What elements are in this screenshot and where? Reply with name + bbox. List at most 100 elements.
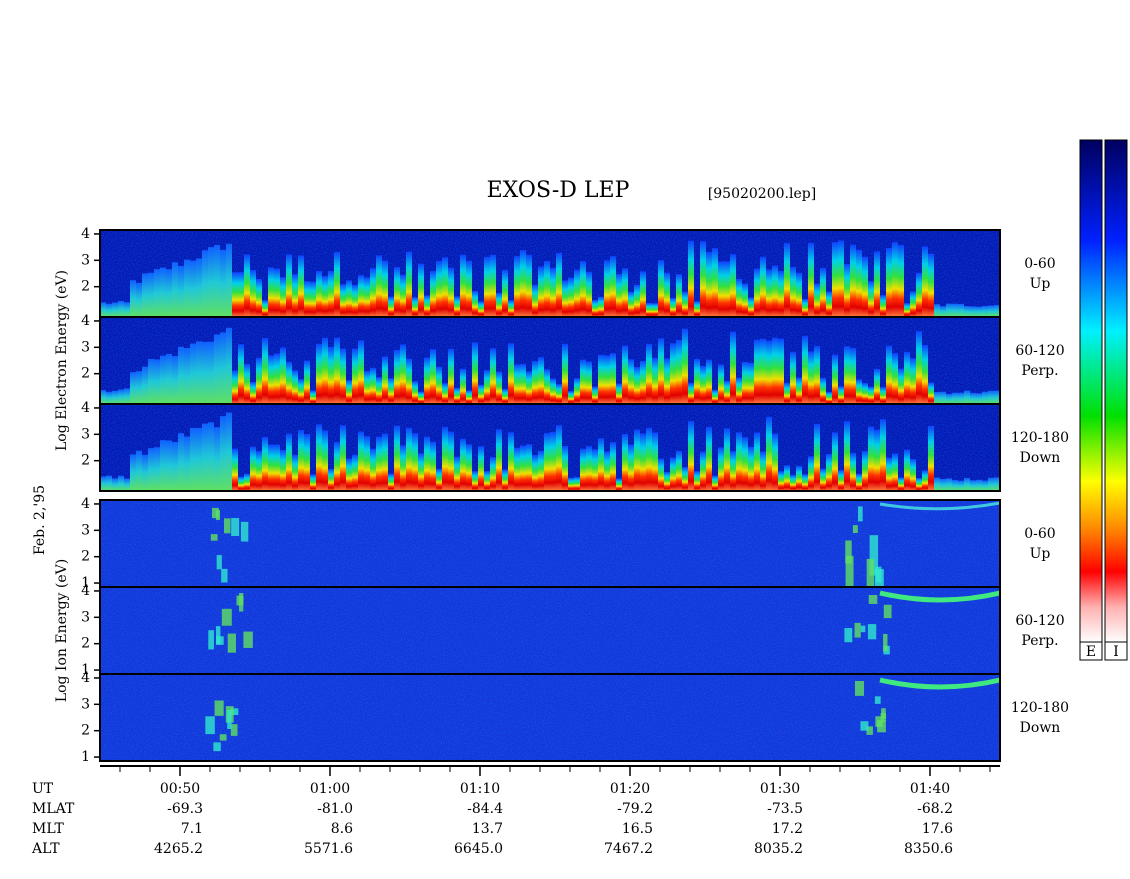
spectrum-column	[730, 451, 736, 491]
spectrum-column	[574, 476, 580, 491]
spectrum-column	[676, 274, 682, 317]
spectrum-column	[268, 355, 274, 404]
ion-feature	[240, 521, 249, 542]
spectrum-column	[754, 268, 760, 317]
row-label: MLT	[32, 821, 64, 837]
spectrum-column	[112, 478, 118, 491]
spectrum-column	[370, 268, 376, 317]
spectrum-column	[664, 471, 670, 491]
spectrum-column	[556, 252, 562, 317]
spectrum-column	[190, 427, 196, 491]
spectrum-column	[538, 266, 544, 317]
spectrum-column	[694, 301, 700, 317]
spectrum-column	[424, 295, 430, 317]
ion-arc	[879, 501, 1001, 511]
spectrum-column	[112, 390, 118, 404]
spectrum-column	[286, 361, 292, 404]
y-tick-label: 2	[81, 366, 90, 382]
spectrum-column	[232, 370, 238, 404]
spectrum-column	[808, 456, 814, 491]
spectrum-column	[472, 342, 478, 404]
spectrum-column	[910, 458, 916, 491]
spectrum-column	[958, 392, 964, 404]
panel-label: Perp.	[1021, 633, 1058, 649]
colorbar-label: I	[1113, 644, 1119, 660]
spectrum-column	[280, 277, 286, 317]
spectrum-column	[250, 381, 256, 404]
ion-feature	[214, 700, 224, 716]
spectrum-column	[766, 269, 772, 317]
spectrum-column	[514, 447, 520, 491]
spectrum-column	[328, 346, 334, 404]
spectrum-column	[682, 291, 688, 317]
spectrum-column	[364, 436, 370, 491]
ion-feature	[231, 518, 240, 537]
spectrum-column	[700, 365, 706, 404]
spectrum-column	[442, 383, 448, 404]
y-tick-label: 3	[81, 696, 90, 712]
spectrum-column	[652, 303, 658, 317]
spectrum-column	[742, 361, 748, 404]
y-tick-label: 2	[81, 723, 90, 739]
spectrum-column	[304, 360, 310, 404]
ion-feature	[221, 568, 228, 583]
spectrum-column	[148, 272, 154, 317]
spectrum-column	[574, 378, 580, 404]
spectrum-column	[922, 470, 928, 491]
ion-feature	[869, 535, 879, 576]
spectrum-column	[346, 280, 352, 317]
ion-feature	[845, 540, 852, 564]
spectrum-column	[772, 265, 778, 317]
y-tick-label: 1	[81, 749, 90, 765]
spectrum-column	[304, 433, 310, 491]
spectrum-column	[154, 359, 160, 404]
spectrum-column	[244, 254, 250, 317]
spectrum-column	[202, 342, 208, 404]
spectrum-column	[544, 261, 550, 317]
spectrum-column	[916, 272, 922, 317]
spectrum-column	[454, 296, 460, 317]
spectrum-column	[562, 343, 568, 404]
spectrum-column	[862, 450, 868, 491]
spectrum-column	[994, 477, 1000, 491]
spectrum-column	[976, 479, 982, 491]
ion-feature	[844, 628, 853, 643]
spectrum-column	[934, 304, 940, 317]
spectrum-column	[742, 283, 748, 317]
x-tick-label: 01:20	[610, 781, 650, 797]
spectrum-column	[448, 267, 454, 317]
spectrum-column	[166, 440, 172, 491]
row-value: 7.1	[181, 821, 203, 837]
spectrum-column	[784, 383, 790, 404]
spectrum-column	[154, 447, 160, 491]
spectrum-column	[826, 291, 832, 317]
spectrum-column	[226, 412, 232, 491]
row-value: 6645.0	[454, 841, 503, 857]
ion-feature	[857, 506, 863, 522]
spectrum-column	[262, 300, 268, 317]
spectrum-column	[178, 265, 184, 317]
spectrum-column	[736, 278, 742, 317]
spectrum-column	[310, 474, 316, 491]
spectrum-column	[862, 256, 868, 317]
x-tick-label: 01:30	[760, 781, 800, 797]
spectrum-column	[478, 384, 484, 404]
spectrum-column	[106, 303, 112, 317]
spectrum-column	[556, 425, 562, 491]
spectrum-column	[448, 431, 454, 491]
spectrum-column	[724, 428, 730, 491]
spectrum-column	[520, 250, 526, 317]
spectrum-column	[484, 471, 490, 491]
ion-arc	[879, 590, 1001, 603]
row-value: 8035.2	[754, 841, 803, 857]
row-value: 5571.6	[304, 841, 353, 857]
row-value: 17.2	[772, 821, 803, 837]
spectrum-column	[988, 390, 994, 404]
row-label: UT	[32, 781, 54, 797]
spectrum-column	[616, 273, 622, 317]
panel-label: Down	[1020, 720, 1061, 736]
spectrum-column	[832, 432, 838, 491]
spectrum-column	[172, 262, 178, 317]
spectrum-column	[274, 268, 280, 317]
spectrum-column	[970, 480, 976, 491]
